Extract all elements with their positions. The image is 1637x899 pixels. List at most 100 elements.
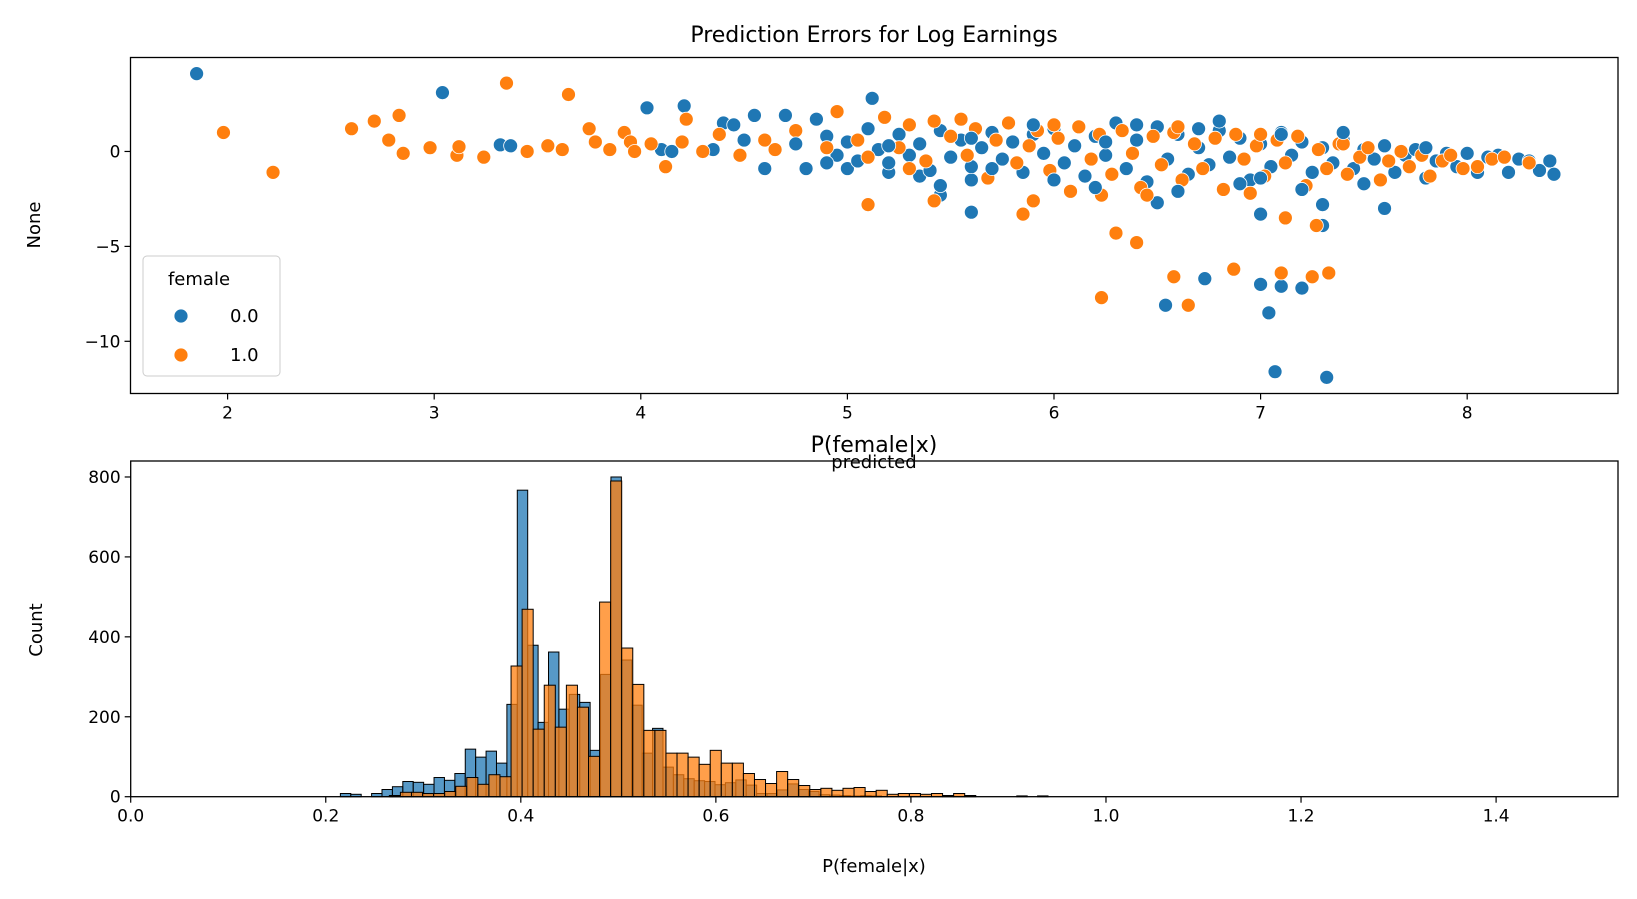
scatter-point-female-1 xyxy=(1236,151,1252,167)
scatter-point-female-1 xyxy=(1401,159,1417,175)
histogram-bar-female-1 xyxy=(687,756,700,798)
histogram-x-label: P(female|x) xyxy=(822,856,926,877)
scatter-point-female-1 xyxy=(678,111,694,127)
scatter-point-female-0 xyxy=(726,117,742,133)
scatter-point-female-0 xyxy=(1191,121,1207,137)
scatter-point-female-0 xyxy=(1315,197,1330,213)
scatter-point-female-0 xyxy=(1056,155,1072,171)
legend-marker-0 xyxy=(173,308,189,324)
scatter-point-female-0 xyxy=(1459,145,1475,161)
x-tick-label: 6 xyxy=(1049,404,1060,424)
scatter-point-female-0 xyxy=(1335,125,1351,140)
scatter-point-female-0 xyxy=(1211,113,1227,129)
scatter-point-female-1 xyxy=(711,126,727,142)
scatter-point-female-1 xyxy=(476,149,492,165)
histogram-title: P(female|x) xyxy=(811,433,938,458)
scatter-y-ticks: 0 −5 −10 xyxy=(85,142,131,352)
scatter-point-female-0 xyxy=(912,136,928,152)
scatter-point-female-0 xyxy=(1261,305,1277,321)
scatter-point-female-1 xyxy=(1114,123,1130,138)
scatter-point-female-1 xyxy=(959,147,975,163)
histogram-bar-female-1 xyxy=(554,726,567,798)
scatter-point-female-1 xyxy=(1290,128,1306,144)
scatter-point-female-1 xyxy=(757,132,773,148)
scatter-point-female-1 xyxy=(1180,297,1196,313)
scatter-point-female-1 xyxy=(1277,210,1293,226)
scatter-point-female-1 xyxy=(1443,147,1459,163)
scatter-point-female-0 xyxy=(1319,369,1335,385)
histogram-bar-female-1 xyxy=(621,647,634,798)
scatter-point-female-1 xyxy=(1226,261,1242,277)
scatter-points xyxy=(189,66,1562,385)
scatter-point-female-1 xyxy=(499,75,514,91)
scatter-point-female-0 xyxy=(1253,170,1268,186)
y-tick-label: 800 xyxy=(88,468,120,488)
y-tick-label: 0 xyxy=(110,142,121,162)
scatter-point-female-1 xyxy=(1253,126,1268,142)
scatter-point-female-0 xyxy=(1273,278,1289,294)
scatter-point-female-1 xyxy=(1470,159,1485,175)
histogram-bar-female-1 xyxy=(399,791,412,798)
scatter-point-female-1 xyxy=(1496,149,1512,165)
scatter-point-female-1 xyxy=(1521,155,1537,171)
scatter-point-female-0 xyxy=(1253,206,1268,222)
scatter-point-female-0 xyxy=(1025,117,1041,133)
scatter-x-ticks: 2 3 4 5 6 7 8 xyxy=(222,393,1473,424)
scatter-point-female-1 xyxy=(1321,265,1337,281)
scatter-x-label: predicted xyxy=(831,452,916,473)
scatter-point-female-1 xyxy=(1071,119,1087,135)
scatter-point-female-1 xyxy=(860,149,876,165)
scatter-point-female-1 xyxy=(265,164,281,180)
histogram-bar-female-1 xyxy=(731,762,744,798)
histogram-bar-female-1 xyxy=(632,683,645,798)
scatter-point-female-0 xyxy=(1036,145,1052,161)
scatter-point-female-1 xyxy=(695,144,711,159)
scatter-point-female-1 xyxy=(643,136,659,152)
x-tick-label: 8 xyxy=(1462,404,1473,424)
scatter-point-female-1 xyxy=(1381,153,1397,169)
scatter-point-female-0 xyxy=(1546,166,1562,182)
histogram-bar-female-1 xyxy=(532,728,545,798)
scatter-point-female-0 xyxy=(860,121,876,137)
scatter-point-female-1 xyxy=(451,139,467,155)
histogram-bar-female-1 xyxy=(444,791,457,798)
scatter-point-female-0 xyxy=(1005,134,1021,150)
scatter-point-female-1 xyxy=(1319,161,1335,176)
scatter-point-female-1 xyxy=(767,142,783,157)
scatter-point-female-1 xyxy=(829,104,845,120)
histogram-y-ticks: 0 200 400 600 800 xyxy=(88,468,131,808)
scatter-frame xyxy=(129,56,1619,395)
scatter-point-female-1 xyxy=(1373,172,1388,188)
scatter-axes: 2 3 4 5 6 7 8 0 −5 −10 Prediction Errors for Log… xyxy=(24,23,1619,473)
legend-title: female xyxy=(168,269,230,290)
scatter-point-female-0 xyxy=(1222,149,1237,165)
histogram-bar-female-1 xyxy=(842,787,855,798)
histogram-bar-female-1 xyxy=(521,608,534,798)
scatter-point-female-1 xyxy=(1046,117,1062,133)
histogram-bar-female-1 xyxy=(543,684,556,798)
scatter-point-female-0 xyxy=(963,130,979,146)
scatter-point-female-1 xyxy=(1277,155,1293,171)
y-tick-label: −5 xyxy=(95,237,120,257)
scatter-point-female-0 xyxy=(1294,182,1310,197)
histogram-bar-female-1 xyxy=(765,783,778,798)
scatter-point-female-0 xyxy=(974,140,990,156)
histogram-bar-female-1 xyxy=(820,787,833,798)
histogram-bar-female-1 xyxy=(499,776,512,798)
scatter-point-female-1 xyxy=(1273,265,1289,281)
histogram-bar-female-1 xyxy=(576,706,590,798)
scatter-point-female-0 xyxy=(1129,132,1145,148)
scatter-point-female-0 xyxy=(664,144,680,159)
histogram-y-label: Count xyxy=(26,603,47,656)
histogram-axes: 0.0 0.2 0.4 0.6 0.8 1.0 1.2 1.4 0 200 400 600 800 P… xyxy=(26,433,1619,877)
scatter-point-female-1 xyxy=(422,140,438,156)
scatter-point-female-1 xyxy=(366,113,382,129)
scatter-point-female-0 xyxy=(1118,161,1134,176)
scatter-point-female-1 xyxy=(1455,161,1471,176)
y-tick-label: −10 xyxy=(85,332,121,352)
histogram-bar-female-1 xyxy=(455,785,468,798)
x-tick-label: 0.2 xyxy=(312,807,339,827)
legend-label-1: 1.0 xyxy=(230,345,259,366)
scatter-point-female-1 xyxy=(395,145,411,161)
x-tick-label: 1.4 xyxy=(1483,807,1510,827)
